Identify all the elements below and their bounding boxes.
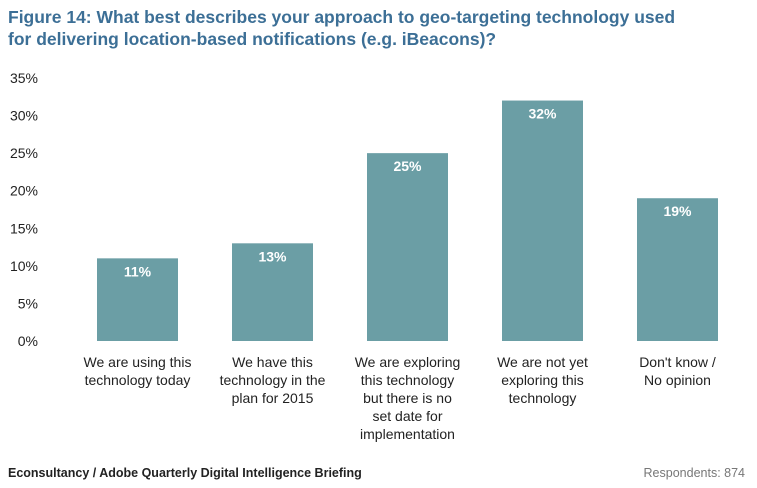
bar-value-label: 25% — [393, 158, 422, 174]
chart-title-line-1: Figure 14: What best describes your appr… — [8, 7, 676, 27]
x-category-label: technology — [509, 390, 577, 406]
x-category-label: We have this — [232, 354, 313, 370]
source-note: Econsultancy / Adobe Quarterly Digital I… — [8, 466, 362, 480]
bar-value-label: 11% — [124, 263, 152, 279]
bar-value-label: 13% — [258, 248, 287, 264]
x-category-label: Don't know / — [639, 354, 716, 370]
y-tick-label: 20% — [10, 183, 38, 199]
x-category-label: plan for 2015 — [232, 390, 314, 406]
respondents-count: Respondents: 874 — [643, 466, 745, 480]
x-category-label: exploring this — [501, 372, 584, 388]
x-category-label: No opinion — [644, 372, 711, 388]
bar-value-label: 19% — [663, 203, 692, 219]
y-tick-label: 15% — [10, 220, 38, 236]
y-tick-label: 30% — [10, 108, 38, 124]
bar — [502, 100, 583, 342]
x-category-label: implementation — [360, 426, 455, 442]
y-tick-label: 0% — [18, 333, 38, 349]
bar — [232, 243, 313, 341]
bar — [637, 198, 718, 341]
x-category-label: technology today — [85, 372, 191, 388]
y-tick-label: 10% — [10, 258, 38, 274]
x-category-label: technology in the — [220, 372, 326, 388]
bar-chart: 0% 5% 10% 15% 20% 25% 30% 35% 11% We are using th… — [10, 70, 718, 442]
y-tick-label: 5% — [18, 295, 38, 311]
x-category-label: but there is no — [363, 390, 452, 406]
x-category-label: set date for — [372, 408, 442, 424]
bar-value-label: 32% — [528, 106, 557, 122]
x-category-label: We are exploring — [355, 354, 461, 370]
y-tick-label: 25% — [10, 145, 38, 161]
x-category-label: this technology — [361, 372, 454, 388]
y-tick-label: 35% — [10, 70, 38, 86]
chart-title: Figure 14: What best describes your appr… — [8, 6, 748, 50]
x-category-label: We are using this — [84, 354, 192, 370]
chart-title-line-2: for delivering location-based notificati… — [8, 29, 497, 49]
x-category-label: We are not yet — [497, 354, 588, 370]
bar — [97, 258, 178, 341]
bar — [367, 153, 448, 341]
